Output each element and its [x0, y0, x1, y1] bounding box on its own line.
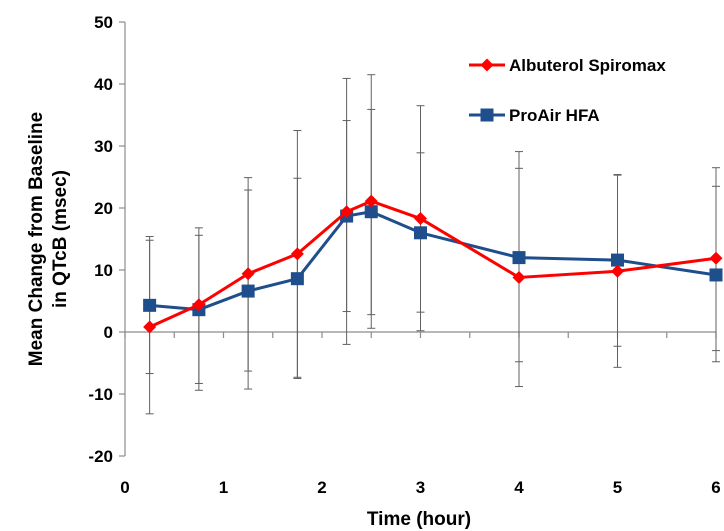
series-line-proair-hfa: [149, 210, 717, 312]
data-point-proair-hfa: [512, 251, 526, 265]
x-tick-label: 3: [416, 478, 425, 497]
y-tick-label: 10: [94, 261, 113, 280]
y-tick-label: 0: [104, 323, 113, 342]
data-point-albuterol-spiromax: [364, 194, 378, 208]
data-point-albuterol-spiromax: [340, 205, 354, 219]
legend: Albuterol Spiromax ProAir HFA: [469, 56, 666, 125]
data-point-albuterol-spiromax: [192, 298, 206, 312]
y-axis-title-line-2: in QTcB (msec): [50, 170, 71, 308]
data-point-albuterol-spiromax: [241, 267, 255, 281]
series-line-albuterol-spiromax: [149, 199, 717, 329]
x-tick-label: 1: [219, 478, 228, 497]
data-point-proair-hfa: [364, 205, 378, 219]
y-tick-label: -10: [88, 385, 113, 404]
data-point-albuterol-spiromax: [512, 270, 526, 284]
x-tick-label: 2: [317, 478, 326, 497]
legend-label: ProAir HFA: [509, 106, 600, 125]
y-tick-label: 50: [94, 13, 113, 32]
y-axis-title-line-1: Mean Change from Baseline: [26, 112, 47, 366]
error-bar: [244, 177, 253, 390]
data-point-proair-hfa: [709, 268, 723, 282]
x-tick-label: 0: [120, 478, 129, 497]
error-bar: [342, 120, 351, 345]
data-point-albuterol-spiromax: [143, 320, 157, 334]
y-tick-label: -20: [88, 447, 113, 466]
y-tick-label: 30: [94, 137, 113, 156]
legend-item-albuterol-spiromax: Albuterol Spiromax: [469, 56, 666, 75]
legend-swatch-marker: [480, 108, 494, 122]
series-layer: [143, 194, 723, 334]
data-point-proair-hfa: [241, 284, 255, 298]
error-bar: [515, 151, 523, 388]
data-point-proair-hfa: [290, 272, 304, 286]
legend-label: Albuterol Spiromax: [509, 56, 666, 75]
y-tick-label: 20: [94, 199, 113, 218]
data-point-proair-hfa: [611, 253, 624, 267]
data-point-albuterol-spiromax: [709, 251, 723, 265]
data-point-proair-hfa: [414, 226, 427, 240]
legend-swatch-marker: [480, 58, 494, 72]
axes-layer: -20 -10 0 10 20 30 40 50 0 1 2 3 4 5 6: [88, 13, 720, 497]
data-point-albuterol-spiromax: [611, 264, 624, 278]
data-point-proair-hfa: [143, 298, 157, 312]
legend-item-proair-hfa: ProAir HFA: [469, 106, 600, 125]
x-tick-label: 5: [613, 478, 622, 497]
data-point-albuterol-spiromax: [414, 212, 427, 226]
x-tick-label: 4: [514, 478, 524, 497]
y-tick-label: 40: [94, 75, 113, 94]
error-bars-layer: [145, 74, 720, 415]
x-tick-label: 6: [711, 478, 720, 497]
y-axis-title: Mean Change from Baseline in QTcB (msec): [26, 112, 71, 366]
data-point-albuterol-spiromax: [290, 247, 304, 261]
x-axis-title: Time (hour): [367, 509, 471, 530]
axis-titles-layer: Time (hour) Mean Change from Baseline in Q…: [26, 112, 471, 530]
